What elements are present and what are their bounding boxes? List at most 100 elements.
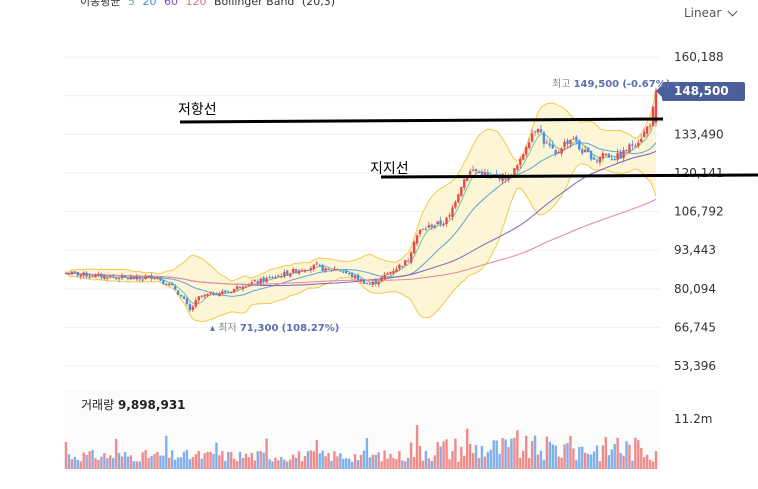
candle-body [625,150,628,152]
y-tick-label: 53,396 [674,359,716,373]
candle-body [262,277,265,282]
candle-body [637,142,640,147]
candle-body [212,292,215,295]
volume-bar [439,446,442,469]
candle-body [241,286,245,290]
volume-bar [619,452,622,469]
volume-bar [598,461,602,469]
candle-body [433,225,436,228]
volume-bar [227,451,230,469]
volume-bar [545,436,549,469]
volume-bar [412,456,416,469]
volume-bar [601,445,605,469]
candle-body [477,172,481,174]
candle-body [451,207,454,217]
scale-dropdown[interactable]: Linear [684,6,738,20]
volume-bar [215,442,218,469]
volume-bar [471,452,475,469]
volume-bar [389,453,392,469]
candle-body [457,194,460,203]
volume-bar [100,456,103,469]
price-grid [64,56,660,367]
volume-bar [117,452,121,469]
volume-bar [109,455,112,469]
candle-body [643,131,646,138]
candle-body [109,276,112,278]
candle-body [230,292,233,294]
candle-body [129,277,133,280]
volume-axis-label: 11.2m [674,412,712,426]
bollinger-band [65,88,657,323]
candle-body [188,304,192,310]
volume-bar [333,451,336,469]
volume-bar [507,447,510,469]
candle-body [536,128,540,133]
y-tick-label: 93,443 [674,243,716,257]
candle-body [645,126,649,134]
indicator-legend: 이동평균 5 20 60 120 Bollinger Band (20,3) [80,0,339,9]
candle-body [430,224,433,228]
volume-bar [645,454,649,469]
candle-body [238,286,242,288]
candle-body [306,269,310,271]
volume-bar [527,458,531,469]
volume-bar [383,450,386,469]
volume-bar [374,454,377,469]
volume-bar [224,460,227,469]
volume-bar [244,453,248,469]
volume-bar [522,450,525,469]
volume-bar [70,459,74,469]
candle-body [247,284,251,286]
support-line [380,173,758,179]
y-tick-label: 133,490 [674,127,724,141]
volume-bar [73,456,77,469]
candle-body [324,267,327,271]
volume-bar [359,454,363,469]
candle-body [112,276,115,278]
volume-bar [637,440,640,469]
candle-body [607,153,610,158]
ma-20-line [65,142,657,297]
volume-bar [421,460,425,469]
volume-bar [250,453,254,469]
candle-body [135,276,138,280]
volume-bar [581,446,584,469]
candle-body [463,179,466,188]
volume-bar [616,437,619,469]
volume-bar [409,442,413,469]
candle-body [439,220,442,225]
candle-body [303,270,307,272]
candle-body [76,272,79,276]
candle-body [209,292,212,294]
y-tick-label: 106,792 [674,205,724,219]
candle-body [91,276,94,278]
candle-body [259,278,262,284]
volume-bar [651,461,655,469]
bollinger-legend-label: Bollinger Band [213,0,295,8]
volume-bar [625,441,628,469]
volume-bar [631,460,634,469]
candle-body [64,273,68,275]
volume-bar [466,428,469,469]
bollinger-params: (20,3) [301,0,335,8]
volume-bar [176,457,180,469]
volume-label: 거래량 [81,398,115,412]
candle-body [85,272,88,277]
ma-legend-label: 이동평균 [80,0,121,8]
candle-body [114,277,118,279]
candle-body [598,156,602,163]
candle-body [542,132,546,144]
volume-bar [179,457,183,469]
candle-body [460,187,463,196]
volume-bar [280,457,283,469]
candle-body [277,275,280,277]
volume-bar [510,438,513,469]
down-triangle-icon: ▾ [673,79,679,90]
volume-bar [442,441,445,469]
candle-body [634,145,637,147]
candle-body [67,273,71,275]
volume-bar [350,461,354,469]
volume-bar [533,435,537,469]
candle-body [392,271,395,274]
